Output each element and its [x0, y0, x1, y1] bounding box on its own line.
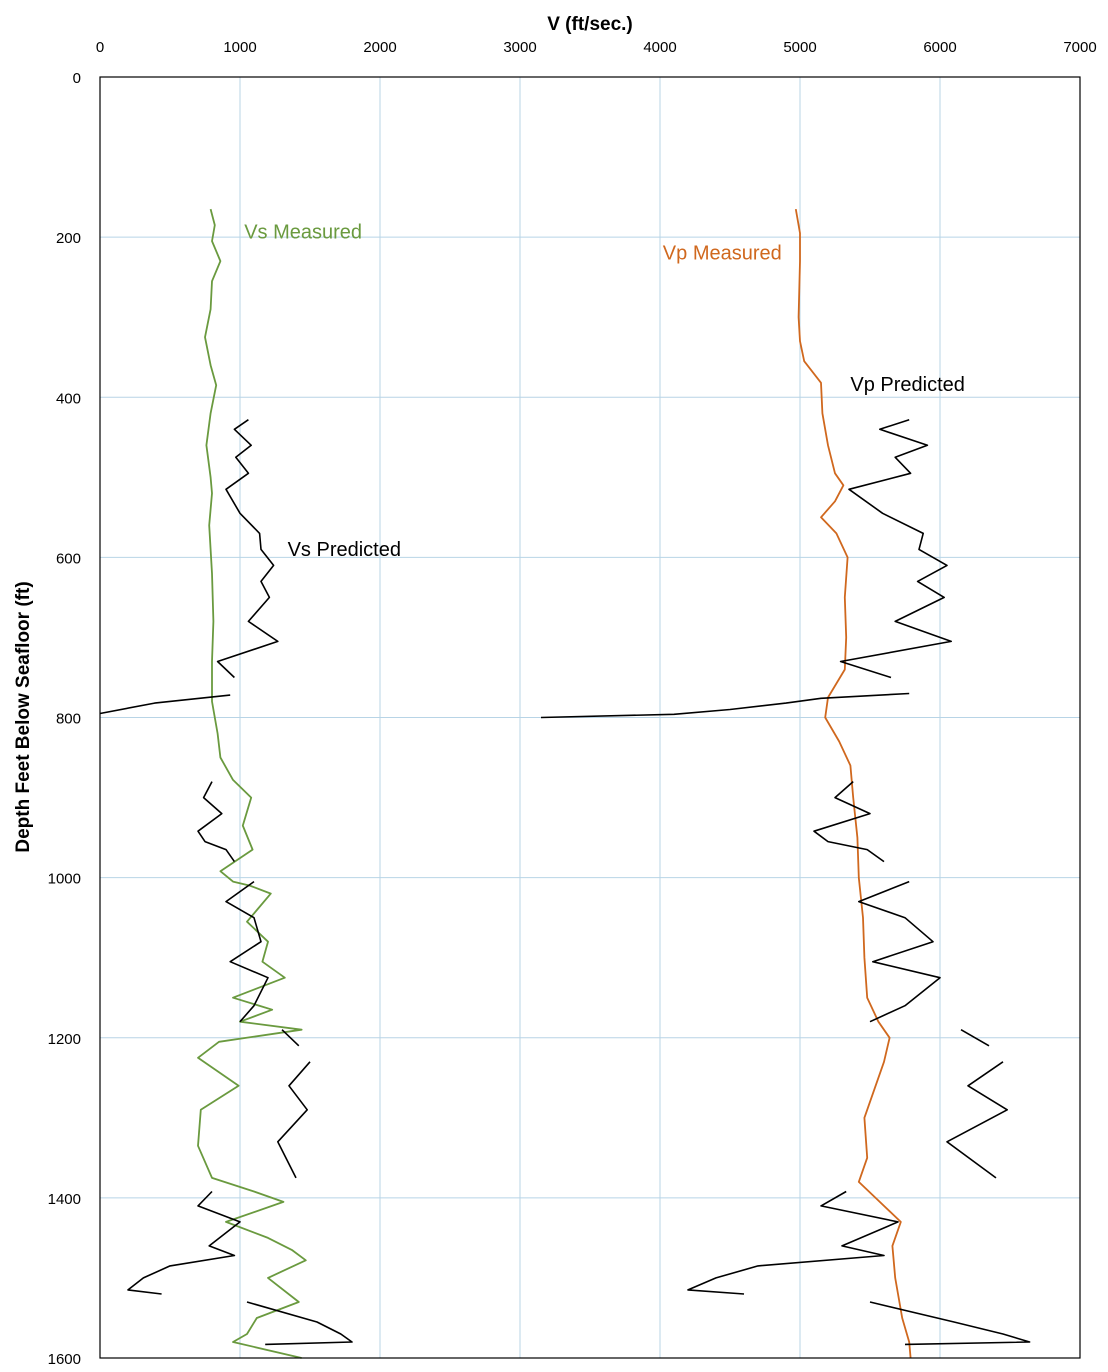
vs-measured-line — [197, 208, 307, 1359]
vp-measured-line — [794, 208, 912, 1359]
vs-predicted-line — [281, 1029, 300, 1047]
vp-predicted-line — [946, 1061, 1009, 1179]
vp-predicted-line — [813, 780, 885, 863]
vp-predicted-line — [857, 880, 941, 1023]
vs-predicted-line — [276, 1061, 311, 1179]
annotations: Vs Measured Vp Measured Vp Predicted Vs Pre… — [244, 222, 965, 561]
y-tick-label: 600 — [56, 550, 81, 567]
x-axis-title: V (ft/sec.) — [547, 14, 633, 35]
x-tick-label: 7000 — [1063, 39, 1096, 56]
plot-frame — [99, 76, 1081, 1359]
gridlines — [100, 77, 1080, 1358]
y-tick-label: 0 — [73, 70, 81, 87]
x-tick-label: 5000 — [783, 39, 816, 56]
x-tick-label: 0 — [96, 39, 104, 56]
y-tick-label: 800 — [56, 711, 81, 728]
series-layer — [99, 208, 1031, 1359]
vp-predicted-line — [540, 692, 910, 719]
x-tick-label: 4000 — [643, 39, 676, 56]
vp-predicted-line — [960, 1029, 990, 1047]
x-tick-label: 3000 — [503, 39, 536, 56]
y-tick-label: 1200 — [48, 1031, 81, 1048]
y-tick-label: 1000 — [48, 871, 81, 888]
vs-predicted-line — [127, 1190, 241, 1295]
vs-predicted-line — [216, 419, 279, 679]
y-tick-label: 200 — [56, 230, 81, 247]
y-axis-title: Depth Feet Below Seafloor (ft) — [13, 581, 34, 852]
tick-labels: 0 1000 2000 3000 4000 5000 6000 7000 0 200 400 600 8… — [48, 39, 1097, 1368]
vs-predicted-label: Vs Predicted — [288, 539, 401, 561]
vp-predicted-line — [869, 1301, 1031, 1346]
x-tick-label: 2000 — [363, 39, 396, 56]
vs-predicted-line — [246, 1301, 353, 1346]
vp-predicted-line — [687, 1190, 899, 1295]
x-tick-label: 1000 — [223, 39, 256, 56]
vs-predicted-line — [197, 781, 236, 863]
vp-predicted-line — [839, 418, 953, 679]
vp-measured-label: Vp Measured — [663, 243, 782, 265]
vs-predicted-line — [225, 880, 269, 1023]
vp-predicted-label: Vp Predicted — [850, 374, 965, 396]
y-tick-label: 400 — [56, 390, 81, 407]
x-tick-label: 6000 — [923, 39, 956, 56]
vs-measured-label: Vs Measured — [244, 222, 362, 244]
y-tick-label: 1400 — [48, 1191, 81, 1208]
y-tick-label: 1600 — [48, 1351, 81, 1368]
vs-predicted-line — [99, 694, 231, 715]
